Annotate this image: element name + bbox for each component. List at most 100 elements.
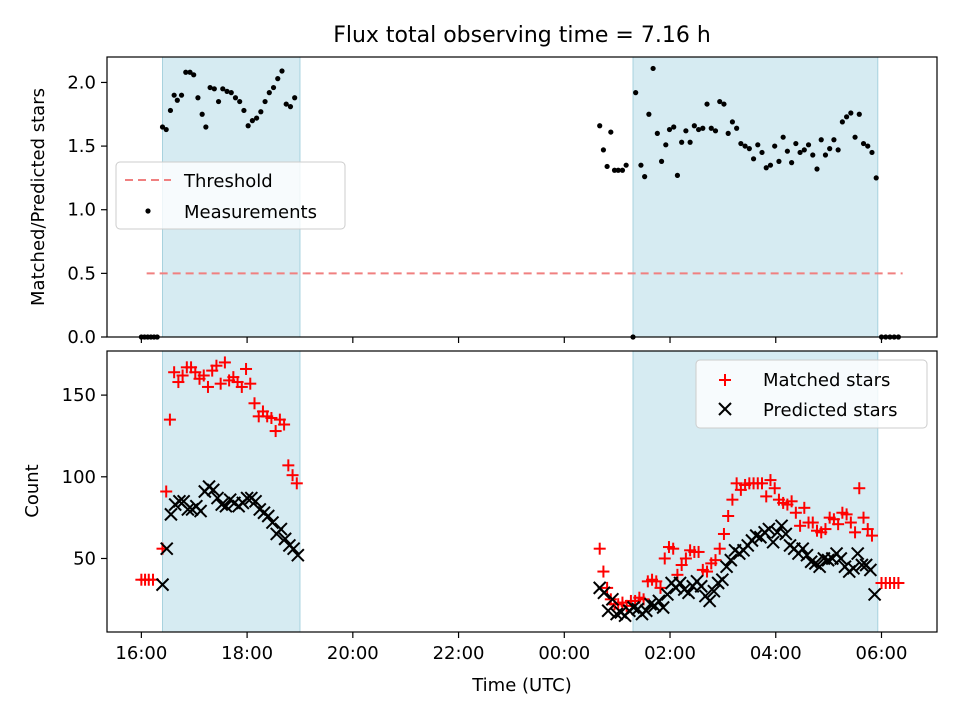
measurement-point [237,98,243,105]
matched-star-point [840,508,853,521]
predicted-star-point [601,604,615,618]
marker-stroke [643,597,658,611]
marker-stroke [850,546,865,561]
legend-matched-swatch [719,374,731,386]
measurement-point [608,129,614,135]
measurement-point [818,137,824,143]
predicted-star-point [605,592,620,607]
matched-star-point [601,581,614,594]
marker-stroke [164,507,178,522]
predicted-star-point [796,541,810,556]
measurement-point [695,126,702,133]
legend-threshold-label: Threshold [183,171,273,192]
marker-stroke [821,553,835,567]
predicted-star-point [181,502,195,517]
marker-stroke [274,522,288,536]
measurement-point [776,158,782,164]
top-y-tick-label: 1.5 [67,136,96,157]
measurement-point [249,118,255,124]
marker-stroke [804,555,818,569]
measurement-point [789,160,795,166]
marker-stroke [834,551,848,566]
measurement-point [199,111,205,117]
predicted-star-point [719,559,734,574]
marker-stroke [707,584,721,598]
measurement-point [839,119,845,125]
measurement-point [270,84,277,91]
matched-star-point [593,542,606,555]
predicted-star-point [694,579,708,593]
matched-star-point [756,477,769,490]
matched-star-point [269,425,282,438]
matched-star-point [650,575,663,588]
measurement-point [600,147,607,153]
matched-star-point [290,477,303,490]
predicted-star-point [850,546,865,561]
measurement-point [708,125,714,131]
bottom-plot-frame [106,350,938,633]
predicted-star-point [766,535,780,549]
marker-stroke [172,494,187,509]
top-legend-frame [115,161,346,230]
measurement-point [597,123,603,129]
predicted-star-point [656,600,670,615]
matched-star-point [163,413,176,426]
x-tick-label: 16:00 [115,643,167,664]
measurement-point [215,98,222,105]
bottom-y-tick-label: 100 [62,467,96,488]
measurement-point [793,140,799,147]
marker-stroke [601,604,615,618]
predicted-star-point [265,515,280,530]
legend-measurements-label: Measurements [184,202,317,223]
marker-stroke [681,586,696,600]
measurement-point [283,101,289,107]
matched-star-point [172,376,185,389]
matched-star-point [832,518,845,531]
marker-stroke [779,527,793,541]
matched-star-point [806,516,819,529]
top-panel: 0.00.51.01.52.0 Matched/Predicted stars … [28,56,938,348]
measurement-point [679,139,685,145]
marker-stroke [626,600,641,615]
matched-star-point [176,369,189,382]
predicted-star-point [261,509,275,523]
matched-star-point [709,554,722,567]
measurement-point [224,88,230,94]
marker-stroke [160,541,174,556]
bottom-y-axis-label: Count [22,464,43,517]
measurement-point [167,107,174,114]
measurement-point [646,111,652,117]
matched-star-point [201,380,214,393]
measurement-point [717,98,723,105]
predicted-star-point [660,587,675,602]
x-tick-label: 02:00 [644,643,696,664]
matched-star-point [278,418,291,431]
measurement-point [611,167,618,173]
measurement-point [734,125,740,131]
matched-star-point [235,380,248,393]
marker-stroke [291,548,305,562]
predicted-star-point [762,522,776,536]
measurement-point [860,140,867,147]
measurement-point [822,152,829,158]
marker-stroke [240,491,254,505]
measurement-point [159,124,166,130]
measurement-point [848,110,854,116]
matched-star-point [286,469,299,482]
measurement-point [666,126,673,133]
marker-stroke [812,559,827,574]
top-y-tick-label: 0.0 [67,327,96,348]
predicted-star-point [291,548,305,562]
predicted-star-point [774,519,789,533]
matched-star-point [214,377,227,390]
measurement-point [801,147,807,153]
measurement-point [615,167,621,173]
measurement-point [704,101,710,107]
measurement-point [780,134,786,140]
predicted-star-point [639,604,653,618]
predicted-star-point [626,600,641,615]
measurement-point [266,90,272,96]
measurement-point [738,140,744,147]
marker-stroke [673,576,687,590]
matched-star-point [244,377,257,390]
